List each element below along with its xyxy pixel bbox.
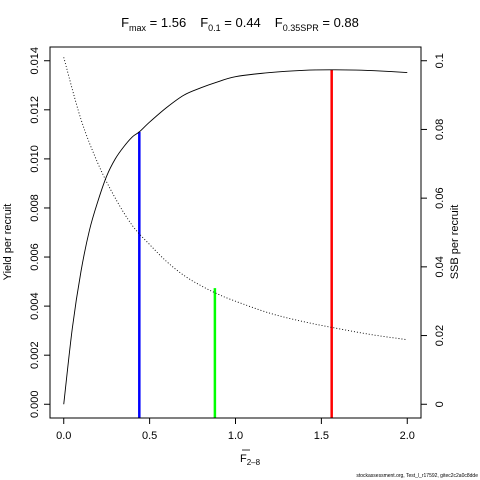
y-right-tick-label: 0.04 — [434, 256, 446, 277]
y-axis-left-label: Yield per recruit — [2, 204, 14, 281]
x-axis: 0.0 0.5 1.0 1.5 2.0 — [56, 417, 415, 442]
x-tick-label: 1.5 — [314, 430, 329, 442]
x-axis-label-main: F — [240, 453, 247, 465]
y-left-tick-label: 0.004 — [29, 292, 41, 320]
y-left-tick-label: 0.008 — [29, 194, 41, 222]
y-left-tick-label: 0.002 — [29, 341, 41, 369]
y-axis-right-label: SSB per recruit — [449, 205, 461, 280]
plot-frame — [49, 46, 422, 419]
chart-title: Fmax = 1.56 F0.1 = 0.44 F0.35SPR = 0.88 — [121, 15, 359, 33]
footnote: stockassessment.org, Test_l_r17592, gite… — [356, 473, 478, 479]
y-right-tick-label: 0.1 — [434, 53, 446, 68]
x-tick-label: 0.0 — [56, 430, 71, 442]
series-lines — [63, 57, 408, 405]
x-axis-label-subscript: 2–8 — [247, 458, 261, 467]
title-value: = 0.88 — [319, 15, 359, 30]
title-main: F — [121, 15, 129, 30]
y-axis-left: 0.000 0.002 0.004 0.006 0.008 0.010 0.012 0.014 — [29, 47, 50, 418]
x-tick-label: 1.0 — [228, 430, 243, 442]
title-value: = 1.56 — [146, 15, 186, 30]
x-tick-label: 0.5 — [142, 430, 157, 442]
y-axis-right: 0 0.02 0.04 0.06 0.08 0.1 — [421, 53, 446, 407]
y-left-tick-label: 0.014 — [29, 47, 41, 75]
y-left-tick-label: 0.006 — [29, 243, 41, 271]
ssb-per-recruit-line — [63, 57, 408, 341]
y-right-tick-label: 0.06 — [434, 187, 446, 208]
title-value: = 0.44 — [221, 15, 261, 30]
y-right-tick-label: 0.02 — [434, 325, 446, 346]
y-right-tick-label: 0 — [434, 401, 446, 407]
reference-lines — [138, 69, 333, 418]
x-tick-label: 2.0 — [400, 430, 415, 442]
title-main: F — [275, 15, 283, 30]
y-left-tick-label: 0.000 — [29, 390, 41, 418]
yield-per-recruit-line — [63, 69, 408, 405]
x-axis-label: F2–8 — [240, 449, 261, 467]
title-subscript: 0.35SPR — [283, 23, 320, 33]
title-subscript: 0.1 — [208, 23, 221, 33]
y-left-tick-label: 0.010 — [29, 145, 41, 173]
x-axis-label-text: F2–8 — [240, 453, 261, 467]
plot-area — [49, 46, 422, 419]
title-text: Fmax = 1.56 F0.1 = 0.44 F0.35SPR = 0.88 — [121, 15, 359, 33]
y-left-tick-label: 0.012 — [29, 96, 41, 124]
title-main: F — [200, 15, 208, 30]
title-subscript: max — [129, 23, 147, 33]
y-right-tick-label: 0.08 — [434, 119, 446, 140]
